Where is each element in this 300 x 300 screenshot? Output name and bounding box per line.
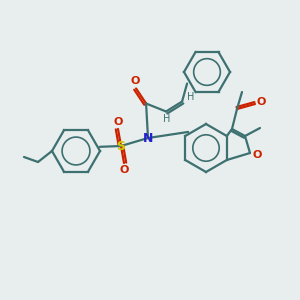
Text: O: O — [119, 165, 129, 175]
Text: O: O — [130, 76, 140, 86]
Text: H: H — [164, 115, 171, 124]
Text: S: S — [116, 140, 125, 152]
Text: O: O — [256, 97, 266, 107]
Text: O: O — [113, 117, 123, 127]
Text: N: N — [143, 131, 153, 145]
Text: H: H — [188, 92, 195, 103]
Text: O: O — [252, 150, 262, 160]
